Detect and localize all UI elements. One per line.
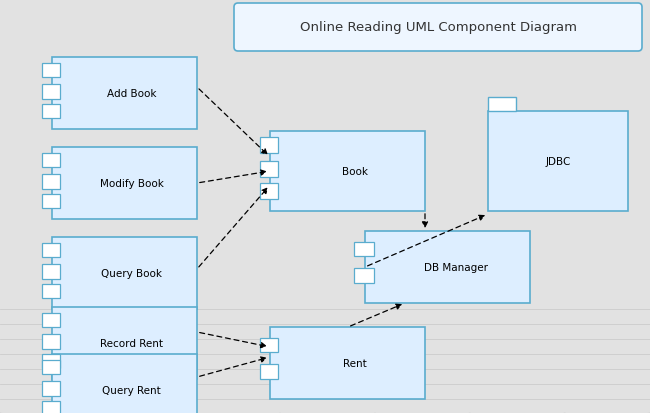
Bar: [42, 382, 60, 396]
Bar: [260, 138, 278, 154]
Bar: [52, 147, 197, 219]
Bar: [52, 307, 197, 379]
Bar: [42, 360, 60, 374]
Bar: [42, 85, 60, 100]
Bar: [42, 354, 60, 368]
Bar: [354, 242, 374, 256]
Bar: [365, 231, 530, 303]
Text: Query Rent: Query Rent: [103, 385, 161, 395]
Bar: [42, 401, 60, 413]
Text: Book: Book: [343, 166, 369, 177]
Bar: [260, 162, 278, 178]
Bar: [42, 284, 60, 299]
Text: DB Manager: DB Manager: [424, 262, 488, 272]
Bar: [260, 338, 278, 352]
Bar: [42, 104, 60, 119]
Bar: [488, 112, 628, 211]
Bar: [270, 132, 425, 211]
Text: JDBC: JDBC: [545, 157, 571, 166]
Bar: [42, 243, 60, 258]
Bar: [270, 327, 425, 399]
Bar: [52, 237, 197, 309]
Bar: [42, 175, 60, 189]
Text: Add Book: Add Book: [107, 89, 157, 99]
Bar: [354, 269, 374, 283]
Text: Modify Book: Modify Book: [100, 178, 164, 189]
Bar: [260, 183, 278, 199]
Bar: [52, 354, 197, 413]
Bar: [42, 195, 60, 209]
Bar: [42, 153, 60, 168]
Text: Rent: Rent: [343, 358, 367, 368]
Bar: [42, 265, 60, 279]
Text: Online Reading UML Component Diagram: Online Reading UML Component Diagram: [300, 21, 577, 34]
Text: Query Book: Query Book: [101, 268, 162, 278]
Bar: [42, 313, 60, 328]
FancyBboxPatch shape: [234, 4, 642, 52]
Bar: [42, 64, 60, 78]
Bar: [42, 335, 60, 349]
Bar: [52, 58, 197, 130]
Text: Record Rent: Record Rent: [100, 338, 163, 348]
Bar: [260, 365, 278, 379]
Bar: [488, 98, 516, 112]
